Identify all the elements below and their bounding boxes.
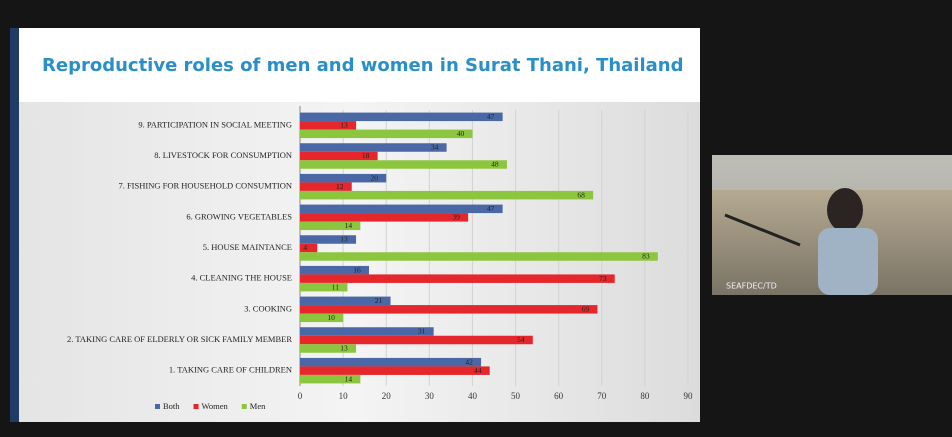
chart: 0 10 20 30 40 50 60 70 80 90 9. PARTICIPATION IN S… [67,106,693,411]
bar [300,182,352,191]
bar [300,274,615,283]
title-band [10,28,700,102]
data-label: 73 [599,274,607,283]
video-person-body [818,228,878,295]
data-label: 44 [474,366,482,375]
category-label: 7. FISHING FOR HOUSEHOLD CONSUMTION [118,181,292,191]
x-tick-label: 20 [382,391,392,401]
data-label: 34 [431,143,439,152]
x-tick-label: 30 [425,391,435,401]
data-label: 40 [457,129,465,138]
data-label: 16 [353,265,361,274]
bar [300,282,348,292]
data-label: 13 [340,235,348,244]
category-label: 6. GROWING VEGETABLES [186,211,292,221]
legend-swatch [241,404,247,409]
data-label: 11 [332,282,339,291]
data-label: 13 [340,121,348,130]
data-label: 10 [327,313,335,322]
bar [300,213,469,222]
bar [300,112,503,122]
bar [300,121,357,130]
video-wall [712,155,952,190]
data-label: 68 [577,190,585,199]
bar [300,305,598,314]
legend-label: Women [202,401,229,411]
bar [300,129,473,139]
bar [300,252,658,261]
category-label: 1. TAKING CARE OF CHILDREN [169,365,292,375]
x-tick-label: 90 [684,391,694,401]
data-label: 47 [487,112,495,121]
legend-swatch [155,404,160,409]
data-label: 18 [362,151,370,160]
data-label: 21 [375,296,383,305]
legend-label: Men [250,401,266,411]
category-label: 3. COOKING [244,303,292,313]
category-label: 5. HOUSE MAINTANCE [203,242,292,252]
data-label: 31 [418,327,426,336]
bar [300,243,318,253]
data-label: 47 [487,204,495,213]
bar [300,190,594,200]
legend-swatch [193,404,199,409]
bar [300,173,387,183]
bar [300,265,369,275]
bar [300,366,490,375]
category-label: 9. PARTICIPATION IN SOCIAL MEETING [138,119,292,129]
video-person-head [827,188,863,232]
data-label: 14 [345,374,353,383]
bar [300,235,357,244]
x-tick-label: 80 [640,391,650,401]
bar [300,143,447,152]
data-label: 69 [582,305,590,314]
category-label: 8. LIVESTOCK FOR CONSUMPTION [154,150,292,160]
data-label: 54 [517,335,525,344]
bar [300,204,503,214]
bar [300,160,507,169]
chart-title: Reproductive roles of men and women in S… [42,55,684,76]
data-label: 13 [340,344,348,353]
bar [300,221,361,231]
bar [300,344,357,353]
data-label: 83 [642,252,650,261]
category-label: 2. TAKING CARE OF ELDERLY OR SICK FAMILY… [67,334,292,344]
data-label: 14 [345,221,353,230]
data-label: 12 [336,182,344,191]
video-microphone [724,213,801,247]
x-tick-label: 40 [468,391,478,401]
bar [300,357,482,367]
category-label: 4. CLEANING THE HOUSE [191,273,292,283]
x-tick-label: 0 [298,391,303,401]
x-tick-label: 10 [339,391,349,401]
data-label: 20 [370,173,378,182]
bar [300,151,378,161]
x-tick-label: 50 [511,391,521,401]
slide-stripe [10,28,19,422]
bar [300,313,344,323]
data-label: 39 [452,213,460,222]
bar [300,374,361,384]
bar [300,296,391,306]
x-tick-label: 60 [554,391,564,401]
data-label: 42 [465,357,473,366]
legend-label: Both [163,401,180,411]
data-label: 48 [491,160,499,169]
video-label: SEAFDEC/TD [726,282,777,291]
bar [300,327,434,336]
data-label: 4 [303,243,307,252]
bar [300,335,533,345]
x-tick-label: 70 [597,391,607,401]
